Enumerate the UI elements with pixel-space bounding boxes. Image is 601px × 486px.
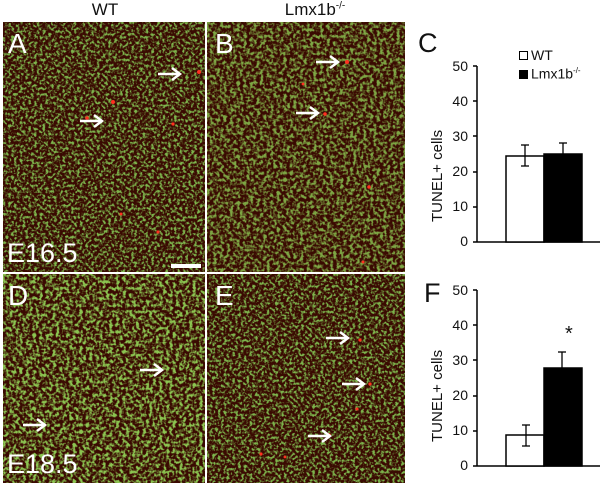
tissue-texture [3, 274, 205, 483]
significance-asterisk: * [565, 323, 573, 345]
bar-mutant [543, 153, 583, 243]
chart-plot-area [473, 65, 600, 243]
panel-letter-a: A [8, 28, 27, 59]
arrow-icon [315, 55, 340, 69]
panel-letter-c: C [418, 28, 438, 58]
legend-swatch-white [519, 51, 528, 60]
y-tick-label: 0 [460, 457, 468, 473]
chart-plot-area [473, 289, 600, 467]
arrow-icon [295, 106, 320, 120]
legend-swatch-black [519, 69, 528, 79]
tissue-texture [207, 274, 405, 483]
y-tick-label: 50 [452, 58, 468, 74]
y-tick-label: 20 [452, 163, 468, 179]
arrow-icon [79, 114, 104, 128]
y-tick-label: 50 [452, 282, 468, 298]
arrow-icon [307, 429, 332, 443]
panel-letter-e: E [215, 280, 234, 311]
bar-mutant [543, 367, 583, 467]
bar-wt [505, 155, 545, 243]
y-tick-label: 0 [460, 233, 468, 249]
y-tick-label: 40 [452, 317, 468, 333]
column-title-wt: WT [91, 0, 119, 19]
arrow-icon [139, 363, 164, 377]
arrow-icon [341, 377, 366, 391]
error-bar-wt [521, 144, 529, 167]
tissue-texture [3, 22, 205, 272]
legend-item-wt: WT [519, 47, 581, 63]
error-bar-mutant [558, 351, 566, 368]
y-tick-label: 20 [452, 387, 468, 403]
column-title-mutant-base: Lmx1b [284, 0, 336, 19]
legend-item-mutant: Lmx1b-/- [519, 63, 581, 82]
panel-letter-d: D [8, 280, 29, 311]
arrow-icon [325, 331, 350, 345]
panel-letter-f: F [424, 278, 441, 308]
column-title-mutant-sup: -/- [335, 0, 346, 12]
y-tick-label: 40 [452, 93, 468, 109]
bar-chart-c: C TUNEL+ cells WT Lmx1b-/- 50 40 30 20 1… [410, 20, 601, 260]
y-tick-label: 10 [452, 198, 468, 214]
y-tick-label: 30 [452, 128, 468, 144]
panel-letter-b: B [215, 28, 234, 59]
micrograph-panel-b: B [207, 22, 405, 272]
column-title-mutant: Lmx1b-/- [270, 0, 360, 20]
y-tick-label: 10 [452, 422, 468, 438]
chart-legend: WT Lmx1b-/- [519, 47, 581, 82]
bar-wt [505, 434, 545, 467]
scale-bar [171, 264, 201, 268]
bar-chart-f: F TUNEL+ cells * 50 40 30 20 10 0 [410, 270, 601, 486]
stage-label-e18-5: E18.5 [7, 449, 78, 479]
stage-label-e16-5: E16.5 [7, 238, 78, 268]
y-tick-label: 30 [452, 352, 468, 368]
tissue-texture [207, 22, 405, 272]
error-bar-wt [522, 424, 530, 447]
micrograph-panel-e: E [207, 274, 405, 483]
arrow-icon [22, 418, 47, 432]
arrow-icon [157, 67, 182, 81]
micrograph-panel-d: D E18.5 [3, 274, 205, 483]
micrograph-panel-a: A E16.5 [3, 22, 205, 272]
error-bar-mutant [559, 142, 567, 154]
